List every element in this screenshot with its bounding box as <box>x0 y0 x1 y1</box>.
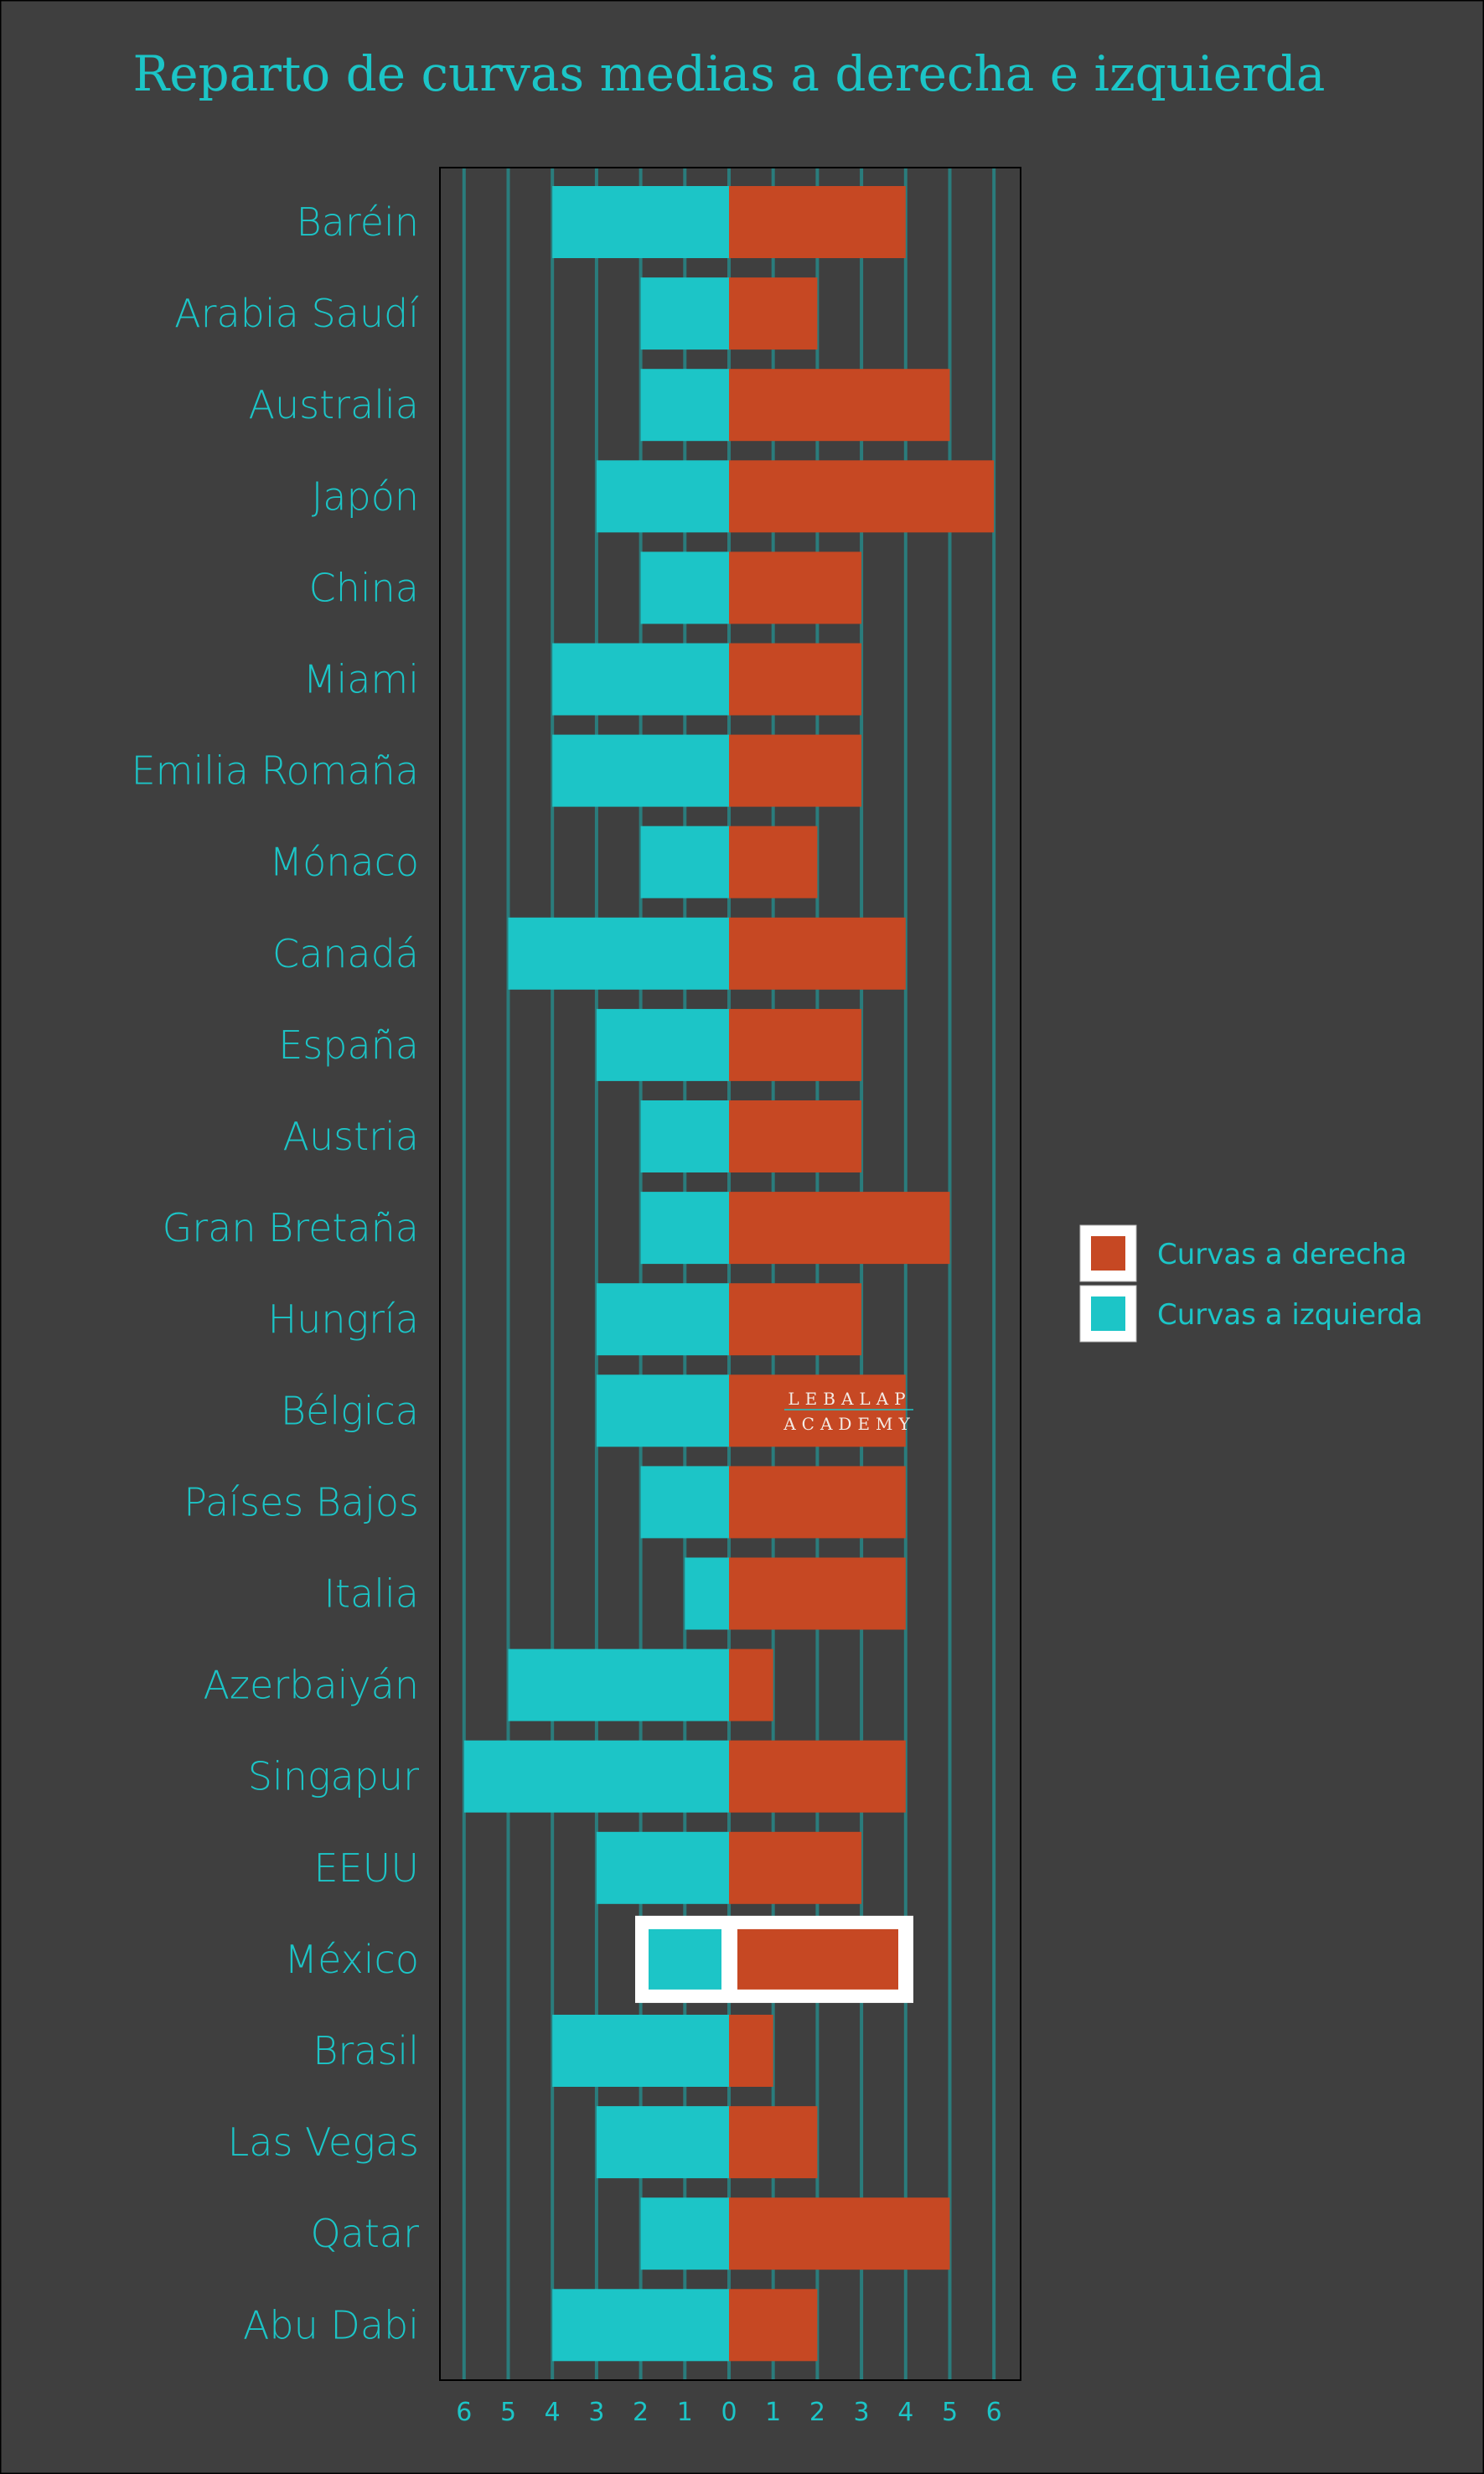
bar-right <box>729 1831 862 1904</box>
bar-left <box>640 1192 729 1265</box>
category-label: España <box>278 1022 419 1068</box>
bar-left <box>596 460 729 533</box>
x-tick-label: 3 <box>854 2398 870 2427</box>
category-label: Japón <box>312 474 419 519</box>
legend-item-izquierda: Curvas a izquierda <box>1079 1285 1423 1343</box>
x-tick-label: 0 <box>721 2398 737 2427</box>
category-label: Baréin <box>297 199 419 245</box>
category-label: Países Bajos <box>184 1479 419 1524</box>
bar-right <box>729 643 862 716</box>
bar-right <box>729 1192 950 1265</box>
watermark: LEBALAP ACADEMY <box>783 1389 916 1434</box>
bar-right <box>729 551 862 624</box>
x-tick-label: 6 <box>986 2398 1002 2427</box>
bar-right <box>729 460 995 533</box>
category-label: China <box>309 565 419 610</box>
x-tick-label: 4 <box>545 2398 561 2427</box>
legend-swatch-izquierda <box>1091 1297 1125 1331</box>
bar-right <box>729 1283 862 1356</box>
category-label: Azerbaiyán <box>203 1663 419 1708</box>
category-label: Italia <box>323 1571 419 1617</box>
category-label: Austria <box>282 1114 419 1159</box>
bar-left <box>640 826 729 898</box>
bar-left <box>596 1374 729 1447</box>
bar-left <box>508 917 729 990</box>
bar-left <box>552 2289 729 2362</box>
category-label: Las Vegas <box>228 2119 419 2165</box>
bar-left <box>640 2197 729 2270</box>
bar-right <box>729 1008 862 1081</box>
x-tick-label: 3 <box>588 2398 604 2427</box>
x-tick-label: 2 <box>809 2398 825 2427</box>
x-tick-label: 2 <box>633 2398 649 2427</box>
bar-left <box>596 1283 729 1356</box>
legend: Curvas a derecha Curvas a izquierda <box>1079 1224 1423 1343</box>
category-label: Arabia Saudí <box>174 291 419 336</box>
category-label: Singapur <box>248 1754 419 1799</box>
bar-left <box>596 1831 729 1904</box>
bar-left <box>552 643 729 716</box>
bar-right <box>729 917 906 990</box>
bar-right <box>729 1740 906 1813</box>
bar-right <box>729 1466 906 1539</box>
legend-item-derecha: Curvas a derecha <box>1079 1224 1407 1282</box>
category-label: Emilia Romaña <box>132 748 419 794</box>
bar-left <box>640 369 729 442</box>
bar-right <box>729 277 818 350</box>
bar-left <box>685 1557 729 1630</box>
bar-right <box>729 186 906 258</box>
category-label: Gran Bretaña <box>163 1205 419 1250</box>
chart-title: Reparto de curvas medias a derecha e izq… <box>133 45 1326 102</box>
bar-left <box>463 1740 729 1813</box>
bar-right <box>729 1374 906 1447</box>
bar-left <box>596 1008 729 1081</box>
bar-right <box>729 734 862 807</box>
plot-frame <box>439 167 1021 2381</box>
category-label: Bélgica <box>281 1388 419 1433</box>
bar-right <box>729 2015 773 2087</box>
x-tick-label: 6 <box>456 2398 472 2427</box>
bar-left <box>552 186 729 258</box>
category-label: Australia <box>249 382 419 427</box>
bar-left <box>640 277 729 350</box>
bar-right <box>729 1100 862 1172</box>
category-label: Abu Dabi <box>243 2302 419 2347</box>
bar-left <box>640 1466 729 1539</box>
watermark-line1: LEBALAP <box>788 1389 911 1409</box>
legend-swatch-derecha <box>1091 1236 1125 1271</box>
bar-right <box>729 2197 950 2270</box>
x-tick-label: 4 <box>897 2398 913 2427</box>
bar-right <box>729 1648 773 1721</box>
x-tick-label: 1 <box>765 2398 781 2427</box>
category-label: Mónaco <box>269 840 419 885</box>
bar-right <box>729 826 818 898</box>
bar-left <box>640 1100 729 1172</box>
bar-right <box>729 1557 906 1630</box>
category-label: Hungría <box>268 1297 419 1342</box>
legend-label-derecha: Curvas a derecha <box>1157 1238 1407 1271</box>
category-label: Brasil <box>313 2028 419 2073</box>
category-label: EEUU <box>314 1845 419 1891</box>
bar-left <box>596 2106 729 2179</box>
bar-left <box>649 1928 721 1990</box>
legend-label-izquierda: Curvas a izquierda <box>1157 1298 1423 1332</box>
x-tick-label: 5 <box>500 2398 516 2427</box>
category-label: México <box>284 1937 419 1982</box>
x-tick-label: 5 <box>942 2398 958 2427</box>
category-label: Qatar <box>310 2211 419 2256</box>
category-label: Miami <box>303 657 419 702</box>
category-label: Canadá <box>272 931 419 976</box>
bar-left <box>552 2015 729 2087</box>
bar-right <box>737 1928 898 1990</box>
x-tick-label: 1 <box>677 2398 693 2427</box>
watermark-line2: ACADEMY <box>783 1414 916 1434</box>
bar-left <box>552 734 729 807</box>
bar-right <box>729 2106 818 2179</box>
bar-right <box>729 369 950 442</box>
bar-left <box>640 551 729 624</box>
bar-right <box>729 2289 818 2362</box>
bar-left <box>508 1648 729 1721</box>
